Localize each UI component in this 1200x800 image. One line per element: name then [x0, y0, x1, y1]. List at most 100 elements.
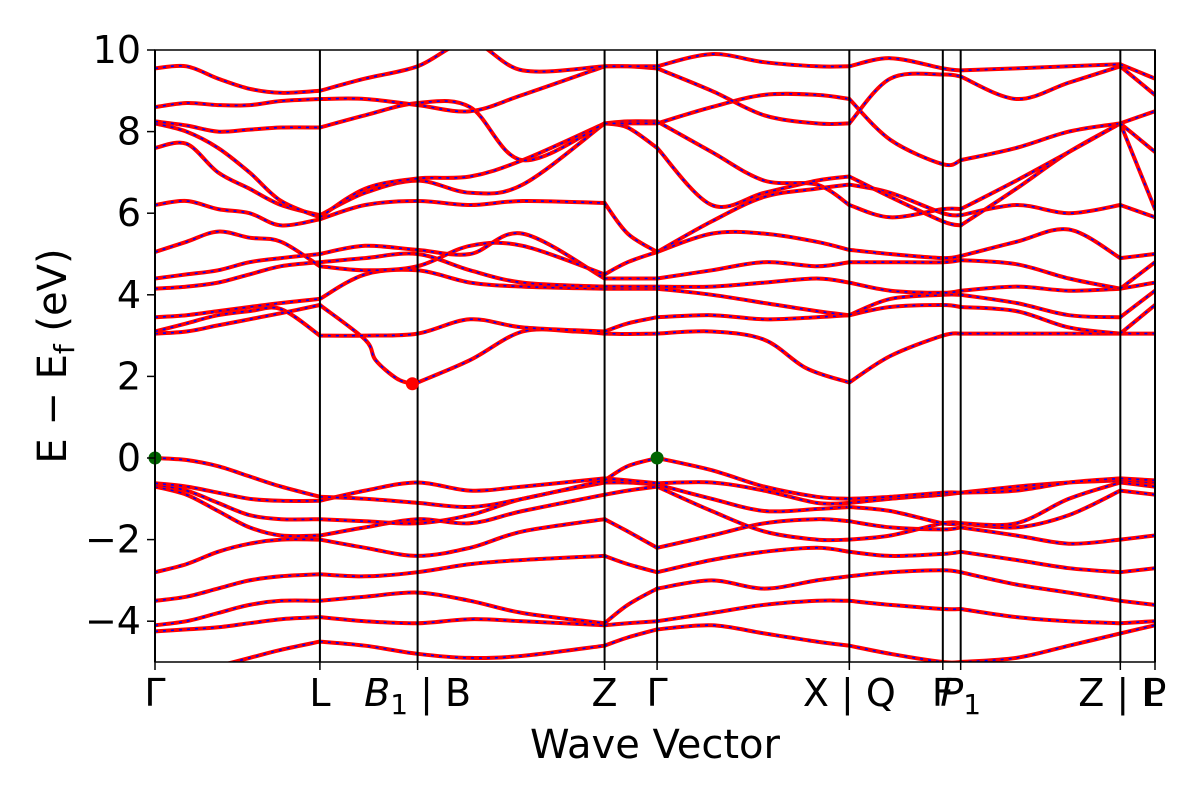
band-9-overlay-5 [849, 491, 961, 500]
band-18-segment-2 [317, 121, 607, 220]
band-21-segment-2 [317, 50, 607, 93]
band-6-segment-3 [602, 484, 660, 497]
band-8-overlay-7 [1120, 479, 1155, 484]
x-tick-label-2: L [309, 671, 330, 715]
x-axis-label: Wave Vector [530, 722, 781, 768]
band-7-segment-5 [847, 505, 963, 527]
band-3-overlay-7 [1120, 600, 1155, 606]
x-tick-label-subscript: 1 [963, 688, 981, 721]
band-6-overlay-7 [1120, 489, 1155, 496]
vbm-marker-2 [650, 451, 664, 465]
band-6-segment-4 [655, 484, 852, 543]
band-16-overlay-4 [656, 183, 850, 253]
band-17-segment-3 [602, 121, 660, 150]
band-9-overlay-3 [604, 457, 658, 482]
band-12-segment-7 [1118, 288, 1155, 320]
plot-frame [154, 49, 1156, 663]
band-15-overlay-6 [960, 228, 1121, 259]
band-11-overlay-1 [155, 306, 321, 337]
x-tick-label-6: X | Q [803, 671, 896, 716]
extrema-markers [148, 377, 664, 465]
band-19-segment-4 [655, 91, 852, 126]
band-2-segment-3 [602, 619, 660, 628]
x-tick-label-4: Z [592, 671, 618, 715]
band-11-overlay-2 [319, 318, 605, 337]
y-tick-label-1: −4 [85, 599, 141, 643]
x-tick-label-main: P [940, 671, 963, 715]
band-4-overlay-3 [604, 555, 658, 573]
y-tick-label-8: 10 [93, 28, 141, 72]
band-6-segment-6 [958, 488, 1123, 530]
y-axis-label-main: E − E [30, 354, 76, 464]
band-14-segment-1 [155, 252, 322, 281]
band-10-segment-3 [415, 327, 607, 385]
band-8-overlay-1 [155, 482, 320, 502]
band-9-overlay-2 [319, 479, 605, 508]
band-16-segment-1 [155, 198, 322, 228]
band-15-overlay-1 [155, 230, 321, 267]
band-11-segment-6 [958, 305, 1123, 336]
band-19 [155, 91, 1155, 168]
band-7-overlay-5 [849, 506, 961, 525]
band-12 [155, 267, 1155, 320]
band-11-overlay-5 [849, 304, 961, 316]
band-6-overlay-2 [319, 493, 605, 537]
band-13-overlay-5 [849, 281, 961, 294]
band-2-segment-6 [958, 607, 1123, 626]
band-14-overlay-6 [960, 259, 1121, 290]
band-5-overlay-5 [849, 520, 961, 531]
band-20-overlay-1 [155, 98, 320, 108]
x-tick-label-1: Γ [144, 671, 165, 715]
band-16-overlay-1 [155, 200, 321, 227]
band-14 [155, 231, 1155, 291]
band-15-overlay-7 [1120, 253, 1155, 259]
band-19-overlay-7 [1119, 122, 1155, 153]
band-3-overlay-5 [849, 569, 961, 578]
band-10-overlay-6 [848, 332, 961, 384]
band-20-overlay-6 [960, 65, 1121, 100]
band-6-overlay-4 [656, 485, 850, 542]
y-tick-label-5: 4 [117, 273, 141, 317]
band-4-overlay-6 [960, 551, 1121, 573]
band-12-overlay-1 [155, 298, 320, 318]
band-7-segment-4 [655, 482, 852, 514]
band-13 [155, 251, 1155, 295]
band-21-segment-4 [655, 52, 852, 69]
band-1-overlay-3 [604, 628, 658, 647]
band-21-overlay-1 [155, 65, 320, 94]
x-tick-label-main: B [364, 671, 390, 715]
y-axis-label-unit: (eV) [30, 248, 76, 344]
band-1-overlay-5 [849, 644, 961, 662]
band-19-segment-2 [317, 99, 607, 163]
band-17-overlay-2 [319, 122, 606, 216]
band-21-overlay-7 [1119, 63, 1155, 80]
band-4-segment-1 [155, 572, 322, 603]
band-2-overlay-5 [849, 600, 961, 611]
band-7-overlay-7 [1120, 481, 1155, 488]
band-1-segment-2 [317, 639, 607, 661]
band-2-overlay-2 [319, 616, 605, 627]
band-12-overlay-5 [849, 293, 961, 316]
band-5-overlay-3 [604, 518, 658, 549]
y-tick-label-6: 6 [117, 191, 141, 235]
x-tick-label-3: B1 | B [364, 671, 471, 721]
band-21-segment-6 [958, 62, 1123, 73]
band-12-overlay-6 [960, 294, 1121, 318]
band-7 [155, 480, 1155, 528]
band-15-overlay-5 [849, 249, 961, 259]
band-3-overlay-2 [319, 591, 605, 624]
band-19-segment-5 [847, 97, 963, 168]
band-7-overlay-6 [960, 481, 1121, 526]
band-20-overlay-4 [656, 67, 850, 125]
band-21 [155, 50, 1155, 95]
band-19-overlay-5 [848, 98, 962, 166]
band-21-overlay-5 [849, 57, 961, 72]
band-19-overlay-6 [960, 122, 1121, 161]
band-3-segment-5 [847, 568, 963, 579]
band-4 [155, 545, 1155, 603]
band-1-segment-6 [958, 631, 1123, 662]
band-6-segment-1 [155, 484, 322, 539]
band-17-segment-1 [155, 140, 322, 218]
band-15-overlay-3 [604, 251, 658, 276]
band-10-segment-2 [317, 303, 420, 386]
